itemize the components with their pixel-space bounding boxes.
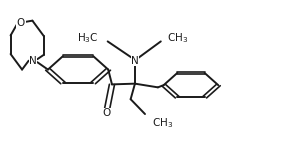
Text: O: O bbox=[17, 18, 25, 28]
Text: N: N bbox=[29, 56, 37, 66]
Text: CH$_3$: CH$_3$ bbox=[152, 116, 173, 130]
Text: O: O bbox=[102, 108, 110, 118]
Text: CH$_3$: CH$_3$ bbox=[166, 31, 188, 45]
Text: N: N bbox=[131, 56, 139, 66]
Text: H$_3$C: H$_3$C bbox=[77, 31, 99, 45]
